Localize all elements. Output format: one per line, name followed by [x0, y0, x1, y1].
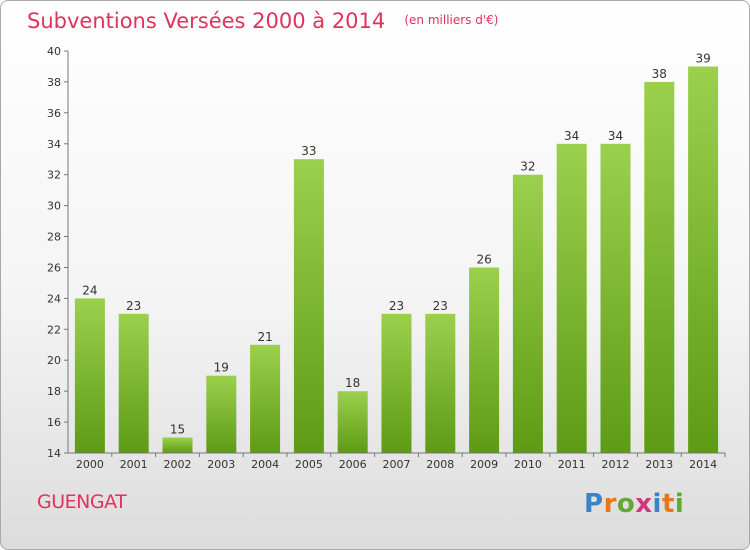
- value-label: 34: [608, 129, 623, 143]
- value-label: 39: [695, 52, 710, 66]
- value-label: 32: [520, 160, 535, 174]
- value-label: 19: [214, 361, 229, 375]
- y-tick-label: 30: [47, 200, 61, 213]
- value-label: 23: [433, 299, 448, 313]
- bars-group: 24 23 15 19 21 33 18 23 23 26 32 34 34 38 39: [74, 52, 719, 454]
- value-label: 21: [257, 330, 272, 344]
- bar-2009: [469, 267, 500, 453]
- x-tick-label: 2007: [383, 458, 411, 471]
- bar-2012: [600, 143, 631, 454]
- y-tick-label: 36: [47, 107, 61, 120]
- bar-2013: [644, 81, 675, 454]
- x-tick-label: 2011: [558, 458, 586, 471]
- logo-letter: t: [661, 489, 675, 519]
- value-label: 24: [82, 283, 97, 297]
- logo-letter: i: [674, 489, 685, 519]
- logo-letter: o: [616, 489, 636, 519]
- bar-2000: [74, 298, 105, 453]
- logo-letter: i: [652, 489, 662, 519]
- x-tick-label: 2013: [645, 458, 673, 471]
- x-tick-label: 2004: [251, 458, 279, 471]
- x-tick-label: 2014: [689, 458, 717, 471]
- x-tick-label: 2012: [602, 458, 630, 471]
- x-tick-label: 2008: [426, 458, 454, 471]
- logo-letter: x: [635, 489, 653, 519]
- y-tick-label: 28: [47, 231, 61, 244]
- y-tick-label: 40: [47, 45, 61, 58]
- x-tick-label: 2006: [339, 458, 367, 471]
- axes-group: 2000 2001 2002 2003 2004 2005 2006 2007 2008 2009…: [47, 45, 726, 471]
- bar-2008: [425, 313, 456, 453]
- bar-2006: [337, 391, 368, 453]
- logo-letter: r: [603, 489, 617, 519]
- y-tick-label: 32: [47, 169, 61, 182]
- x-tick-label: 2005: [295, 458, 323, 471]
- logo-letter: P: [584, 489, 604, 519]
- chart-title: Subventions Versées 2000 à 2014: [27, 9, 386, 33]
- value-label: 38: [652, 67, 667, 81]
- y-tick-label: 20: [47, 354, 61, 367]
- y-tick-label: 24: [47, 292, 61, 305]
- place-name: GUENGAT: [37, 491, 127, 513]
- bar-2003: [206, 375, 237, 453]
- value-label: 23: [389, 299, 404, 313]
- y-tick-label: 22: [47, 323, 61, 336]
- bar-2005: [293, 159, 324, 453]
- x-tick-label: 2002: [164, 458, 192, 471]
- x-tick-label: 2009: [470, 458, 498, 471]
- value-label: 15: [170, 423, 185, 437]
- y-tick-label: 16: [47, 416, 61, 429]
- x-tick-label: 2000: [76, 458, 104, 471]
- value-label: 23: [126, 299, 141, 313]
- bar-2010: [512, 174, 543, 453]
- y-tick-label: 26: [47, 262, 61, 275]
- y-tick-label: 18: [47, 385, 61, 398]
- bar-2007: [381, 313, 412, 453]
- y-tick-label: 38: [47, 76, 61, 89]
- bar-2011: [556, 143, 587, 454]
- bar-2014: [688, 66, 719, 453]
- x-tick-label: 2003: [207, 458, 235, 471]
- value-label: 18: [345, 376, 360, 390]
- bar-2002: [162, 437, 193, 453]
- bar-2004: [250, 344, 281, 453]
- bar-2001: [118, 313, 149, 453]
- value-label: 33: [301, 144, 316, 158]
- y-tick-label: 34: [47, 138, 61, 151]
- chart-subtitle: (en milliers d'€): [404, 13, 499, 27]
- x-tick-label: 2001: [120, 458, 148, 471]
- value-label: 34: [564, 129, 579, 143]
- proxiti-logo[interactable]: Proxiti: [584, 489, 684, 519]
- value-label: 26: [476, 253, 491, 267]
- x-tick-label: 2010: [514, 458, 542, 471]
- y-tick-label: 14: [47, 447, 61, 460]
- title-row: Subventions Versées 2000 à 2014 (en mill…: [27, 9, 498, 33]
